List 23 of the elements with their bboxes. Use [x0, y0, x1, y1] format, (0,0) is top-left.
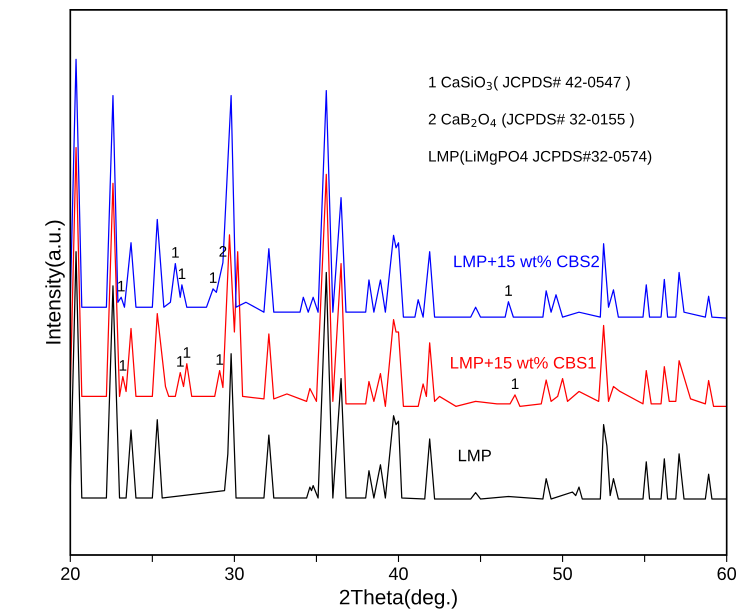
annotation: 1: [210, 272, 217, 283]
x-tick-label: 40: [388, 567, 408, 580]
annotation: 2 CaB$_{2}$O$_{4}$ (JCPDS# 32-0155 ): [428, 113, 634, 128]
annotation: LMP(LiMgPO4 JCPDS#32-0574): [429, 150, 652, 165]
series-label: LMP+15 wt% CBS2: [454, 255, 599, 268]
x-axis-title: 2Theta(deg.): [340, 589, 457, 609]
annotation: 1: [177, 356, 184, 367]
series-label: LMP: [458, 450, 491, 462]
x-tick-label: 50: [553, 567, 572, 580]
annotation: 1: [172, 247, 179, 258]
annotation: 1: [216, 354, 224, 365]
annotation: 1: [118, 280, 125, 292]
x-tick-label: 20: [61, 567, 80, 580]
y-axis-title: Intensity(a.u.): [45, 220, 65, 344]
annotation: 1: [512, 378, 518, 389]
annotation: 1: [120, 360, 126, 371]
annotation: 1: [184, 347, 190, 358]
x-tick-label: 30: [225, 567, 244, 580]
annotation: 1 CaSiO$_{3}$( JCPDS# 42-0547 ): [429, 76, 630, 91]
annotation: 1: [178, 268, 186, 279]
series-label: LMP+15 wt% CBS1: [451, 356, 596, 369]
x-tick-label: 60: [718, 567, 736, 580]
annotation: 1: [505, 285, 512, 296]
